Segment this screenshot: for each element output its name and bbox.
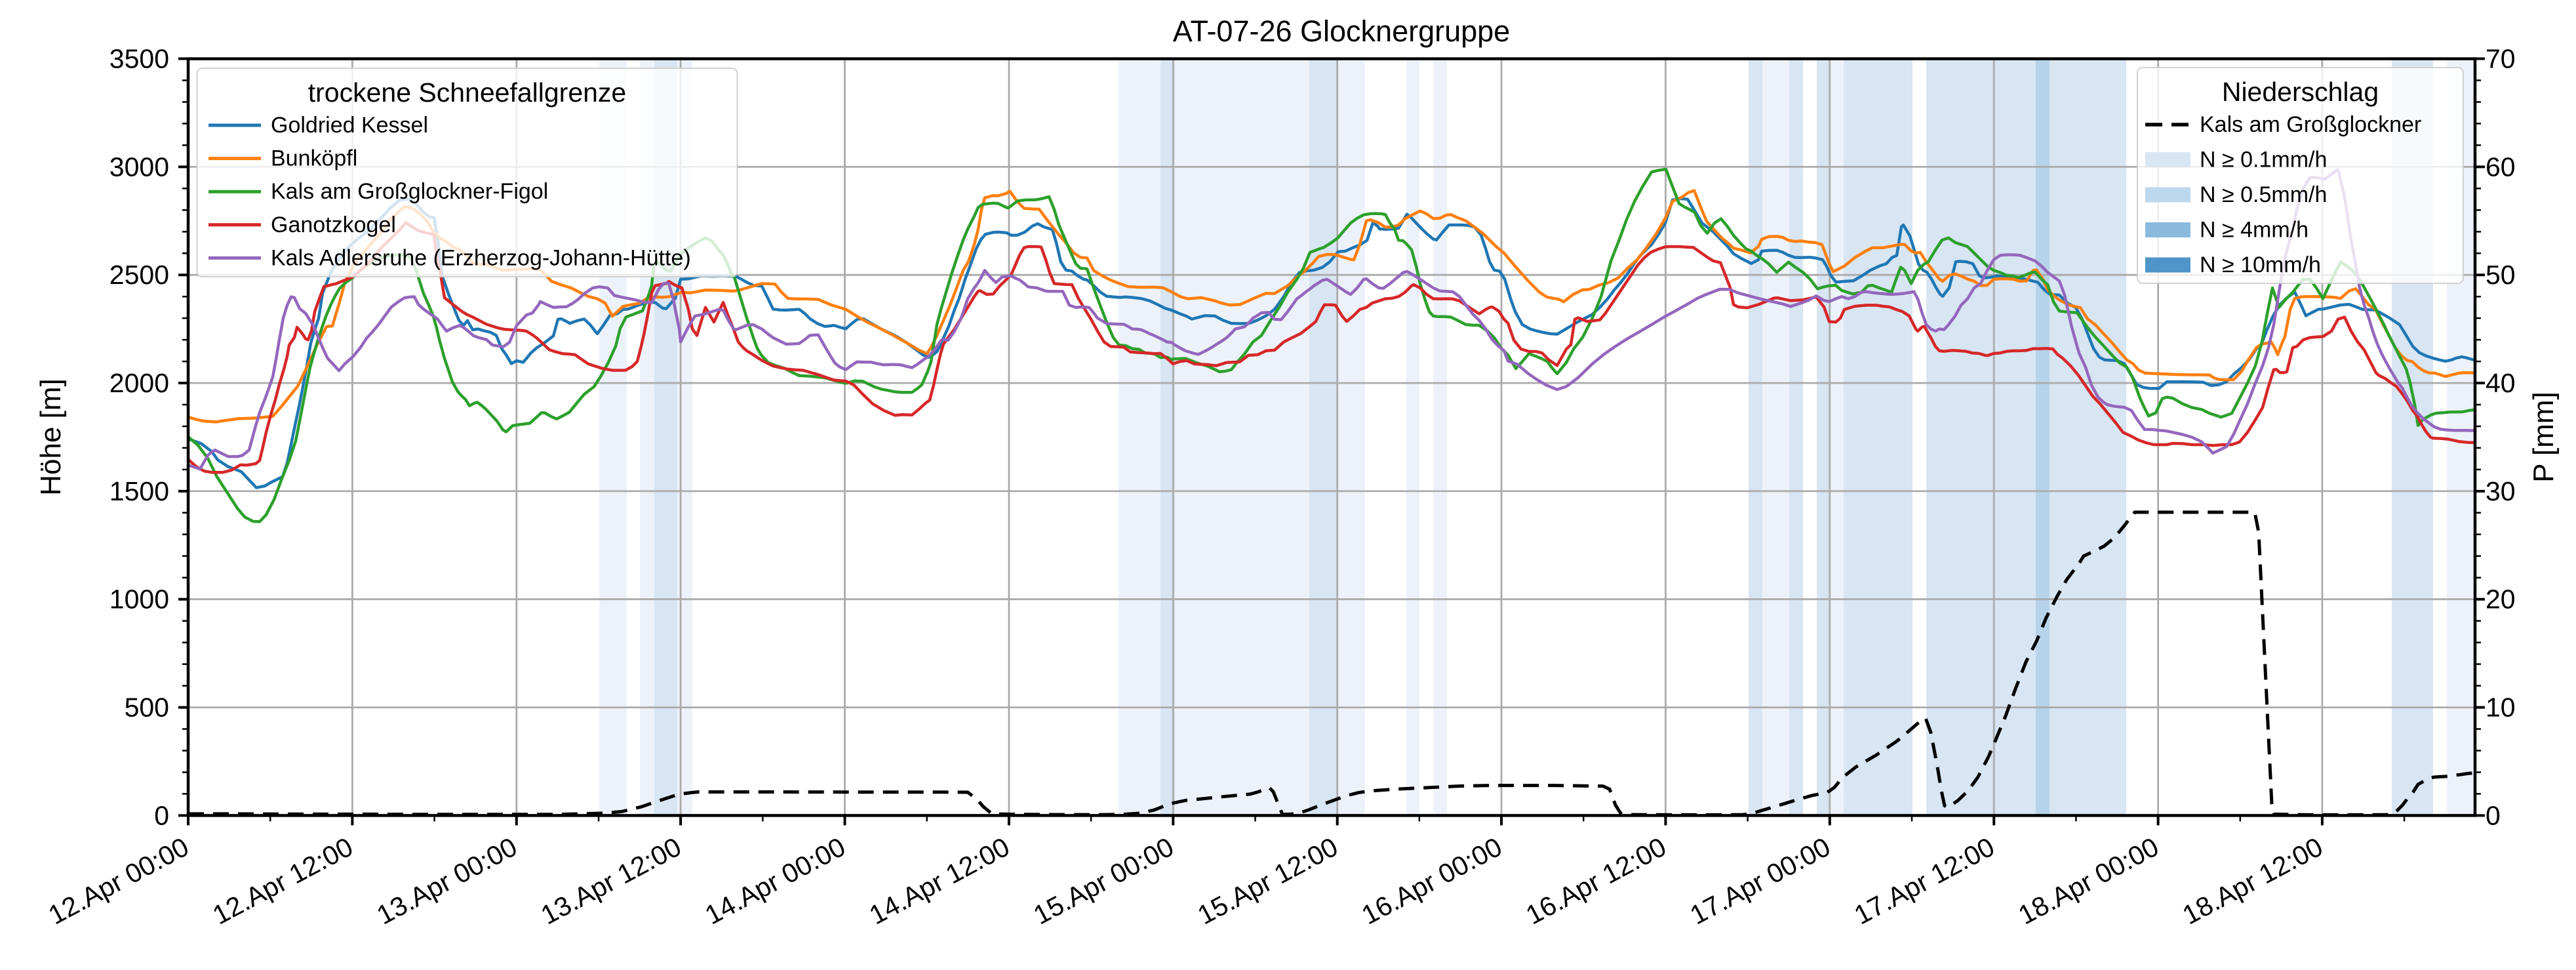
svg-text:20: 20 (2486, 584, 2516, 615)
svg-text:Niederschlag: Niederschlag (2222, 77, 2379, 107)
svg-text:Kals Adlersruhe (Erzherzog-Joh: Kals Adlersruhe (Erzherzog-Johann-Hütte) (271, 245, 691, 270)
svg-text:30: 30 (2486, 476, 2516, 506)
svg-text:N ≥ 0.5mm/h: N ≥ 0.5mm/h (2200, 182, 2327, 207)
svg-text:Bunköpfl: Bunköpfl (271, 146, 357, 171)
svg-text:N ≥ 0.1mm/h: N ≥ 0.1mm/h (2200, 148, 2327, 172)
svg-text:trockene Schneefallgrenze: trockene Schneefallgrenze (308, 77, 626, 108)
svg-text:N ≥ 4mm/h: N ≥ 4mm/h (2200, 218, 2308, 243)
svg-text:10: 10 (2486, 693, 2516, 723)
svg-text:AT-07-26 Glocknergruppe: AT-07-26 Glocknergruppe (1173, 14, 1510, 48)
svg-text:Höhe [m]: Höhe [m] (35, 378, 67, 496)
svg-text:P [mm]: P [mm] (2527, 392, 2560, 483)
svg-text:1500: 1500 (109, 476, 169, 506)
svg-text:1000: 1000 (109, 584, 169, 615)
svg-text:0: 0 (154, 800, 169, 830)
svg-text:Goldried Kessel: Goldried Kessel (271, 113, 428, 138)
svg-text:40: 40 (2486, 368, 2516, 398)
svg-text:0: 0 (2486, 800, 2501, 830)
svg-text:50: 50 (2486, 260, 2516, 290)
svg-text:3000: 3000 (109, 152, 169, 182)
svg-text:N ≥ 10mm/h: N ≥ 10mm/h (2200, 253, 2321, 277)
svg-text:500: 500 (125, 693, 169, 723)
svg-text:2500: 2500 (109, 260, 169, 290)
svg-text:Kals am Großglockner: Kals am Großglockner (2200, 112, 2421, 137)
svg-text:Kals am Großglockner-Figol: Kals am Großglockner-Figol (271, 179, 548, 204)
svg-text:Ganotzkogel: Ganotzkogel (271, 212, 396, 237)
svg-text:2000: 2000 (109, 368, 169, 398)
svg-text:60: 60 (2486, 152, 2516, 182)
svg-text:3500: 3500 (109, 44, 169, 74)
svg-text:70: 70 (2486, 44, 2516, 74)
